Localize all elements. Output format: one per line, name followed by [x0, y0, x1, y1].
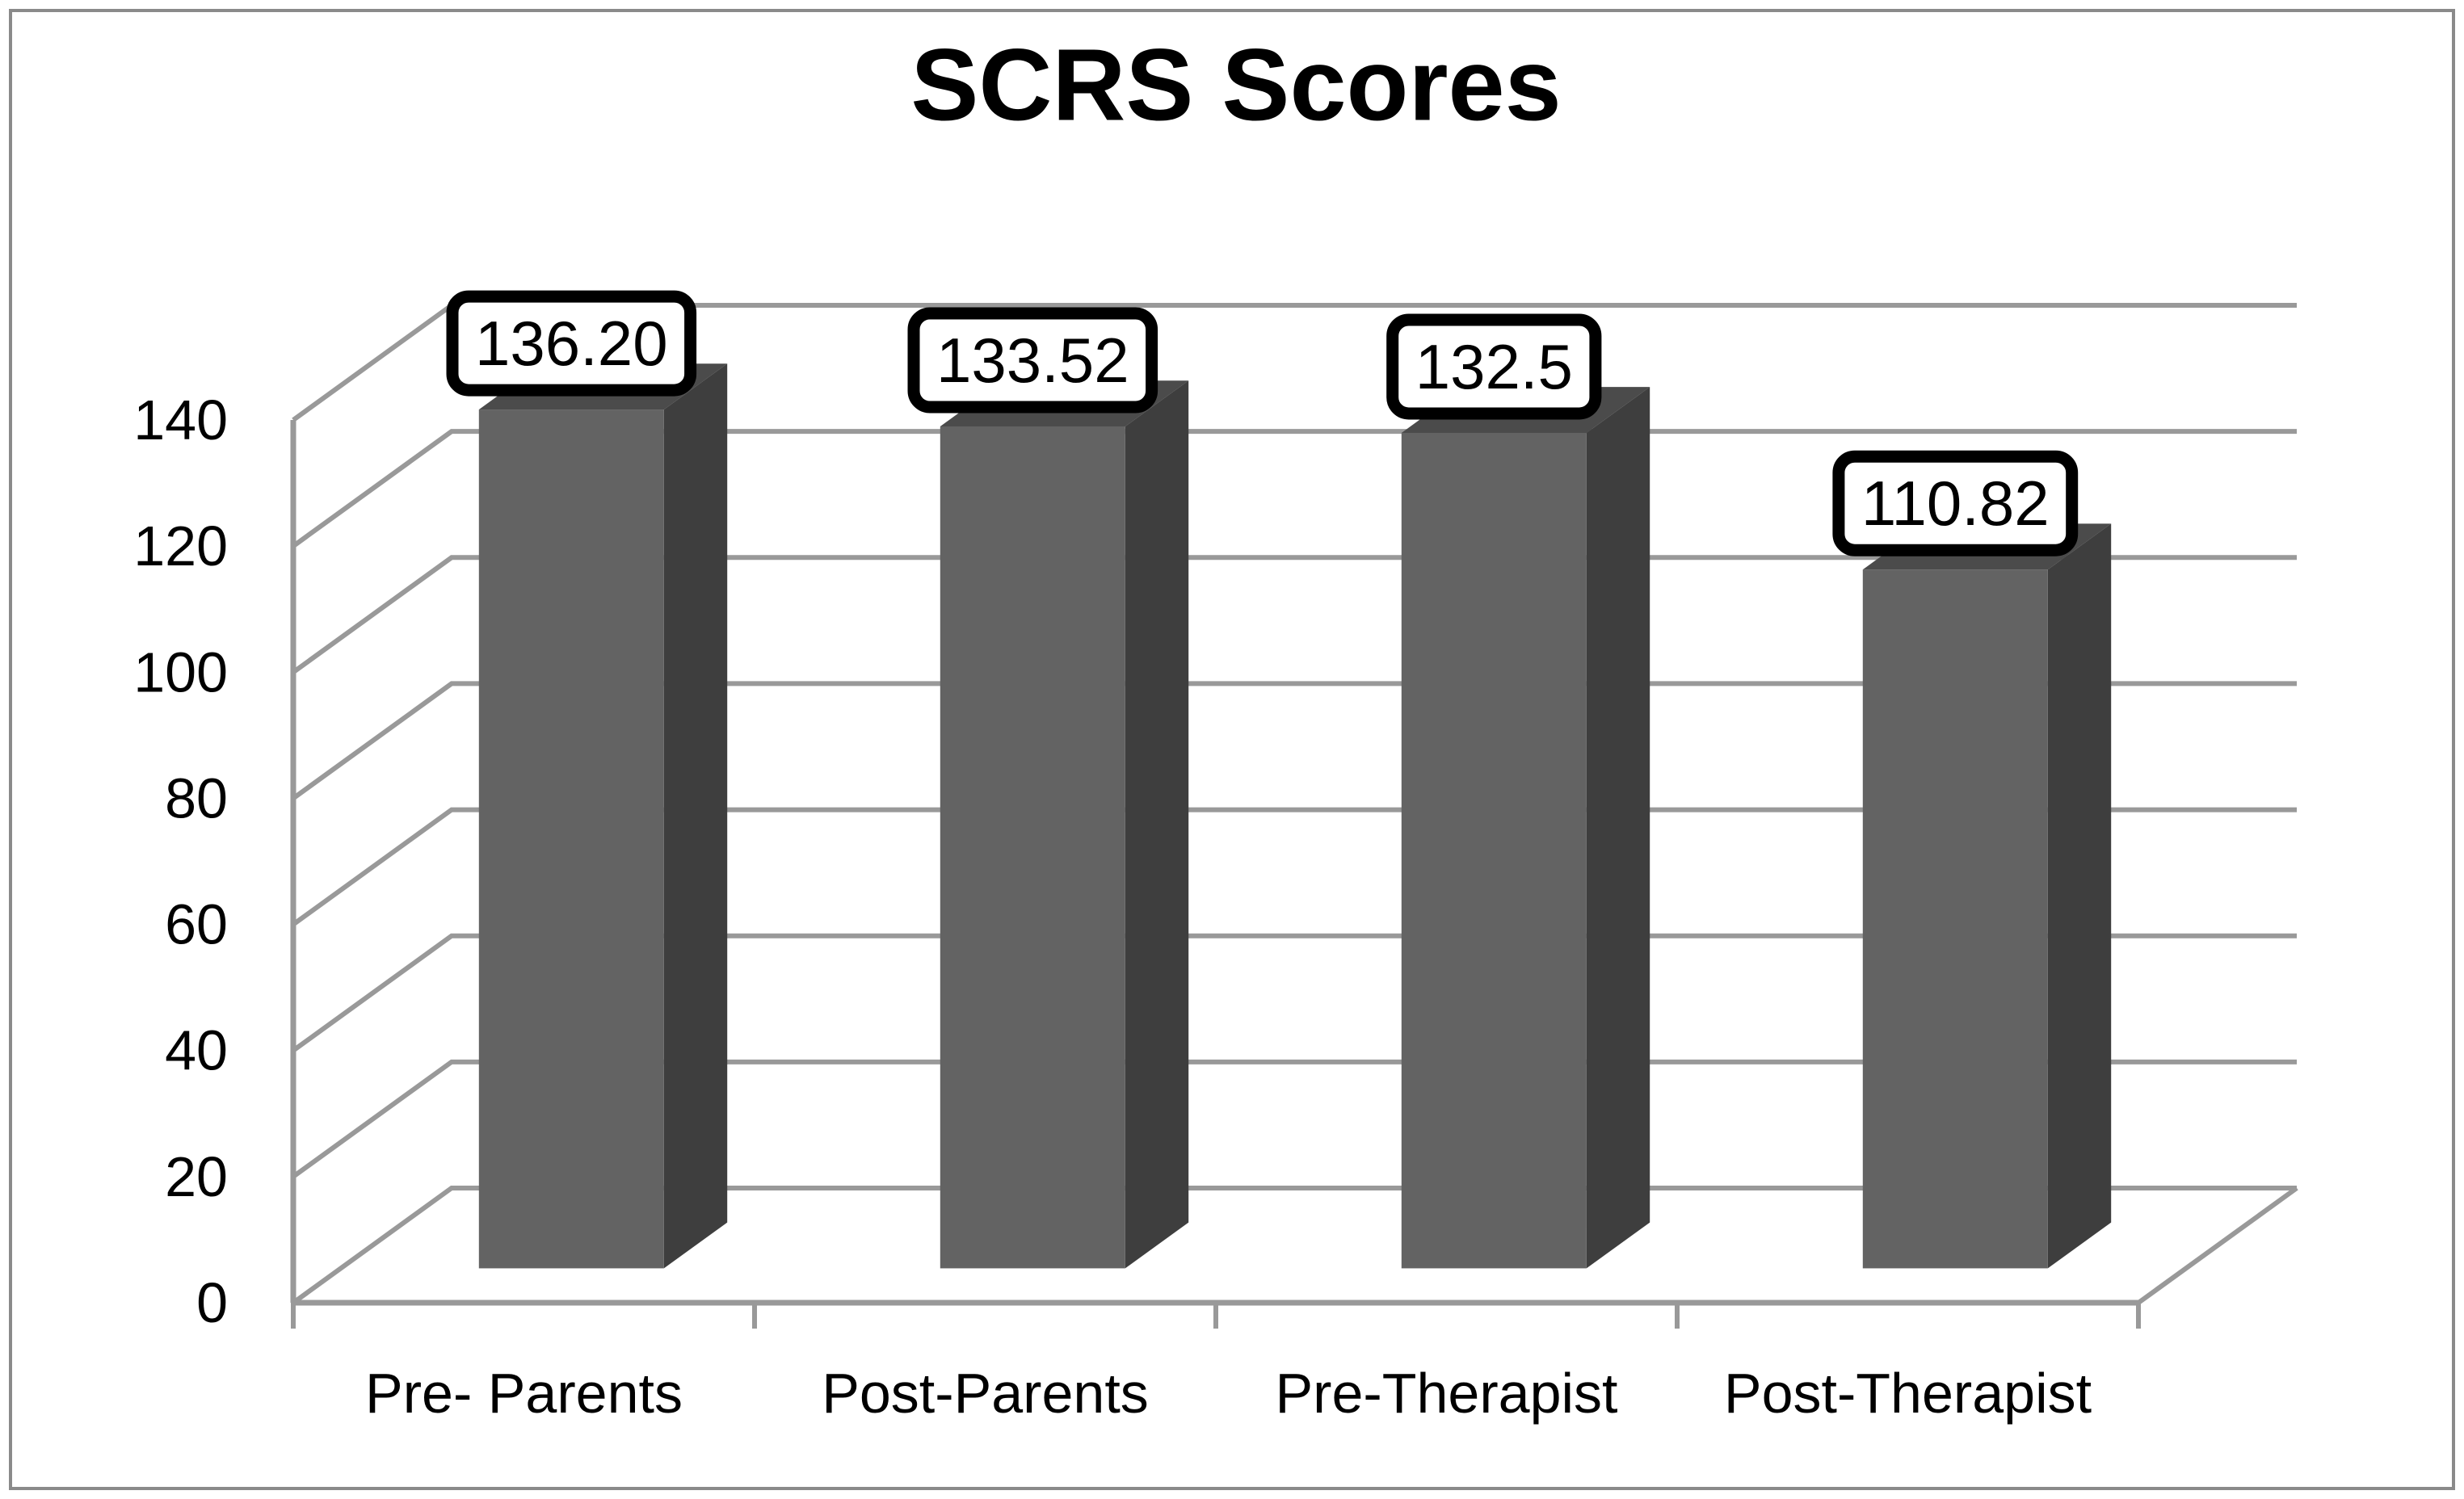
value-label-box [1386, 313, 1602, 420]
value-label-0: 136.20 [446, 290, 697, 397]
gridline-120 [292, 429, 2297, 548]
bar-0 [478, 363, 728, 1269]
bar-side-face [2047, 523, 2112, 1269]
value-label-1: 133.52 [907, 307, 1158, 414]
y-axis-label-0: 0 [196, 1271, 228, 1334]
bar-front-face [478, 409, 664, 1269]
value-label-box [446, 290, 697, 397]
floor-right-edge [2137, 1186, 2298, 1305]
y-axis-label-140: 140 [133, 388, 228, 451]
axis-layer [290, 420, 2298, 1329]
value-label-text: 133.52 [936, 325, 1129, 396]
bar-side-face [663, 363, 728, 1269]
value-label-box [1832, 450, 2079, 556]
gridline-20 [292, 1059, 2297, 1179]
value-label-text: 136.20 [475, 308, 668, 379]
y-axis-label-120: 120 [133, 514, 228, 577]
value-label-2: 132.5 [1386, 313, 1602, 420]
value-label-3: 110.82 [1832, 450, 2079, 556]
bars-layer [478, 363, 2112, 1269]
category-label-0: Pre- Parents [365, 1362, 683, 1425]
y-axis-label-20: 20 [165, 1145, 228, 1208]
gridline-100 [292, 555, 2297, 674]
y-axis-label-80: 80 [165, 766, 228, 829]
bar-side-face [1125, 380, 1189, 1269]
bar-3 [1862, 523, 2112, 1269]
value-label-box [907, 307, 1158, 414]
value-label-text: 110.82 [1861, 468, 2050, 539]
bar-front-face [940, 426, 1125, 1269]
category-label-2: Pre-Therapist [1275, 1362, 1617, 1425]
bar-2 [1401, 387, 1650, 1269]
bar-front-face [1862, 569, 2048, 1269]
y-axis-label-40: 40 [165, 1019, 228, 1082]
grid-layer [292, 303, 2297, 1305]
bar-1 [940, 380, 1189, 1269]
value-label-text: 132.5 [1415, 331, 1573, 402]
chart-title: SCRS Scores [910, 28, 1561, 142]
gridline-0 [292, 1186, 2297, 1305]
bar-side-face [1586, 387, 1650, 1269]
gridline-60 [292, 807, 2297, 927]
bar-front-face [1401, 432, 1587, 1269]
category-label-3: Post-Therapist [1724, 1362, 2092, 1425]
label-layer: 0 20 40 60 80 100 120 140 Pre- Parents Post-Paren… [133, 290, 2092, 1425]
y-axis-label-60: 60 [165, 893, 228, 956]
gridline-40 [292, 933, 2297, 1053]
category-label-1: Post-Parents [822, 1362, 1149, 1425]
y-axis-label-100: 100 [133, 640, 228, 703]
gridline-80 [292, 681, 2297, 800]
